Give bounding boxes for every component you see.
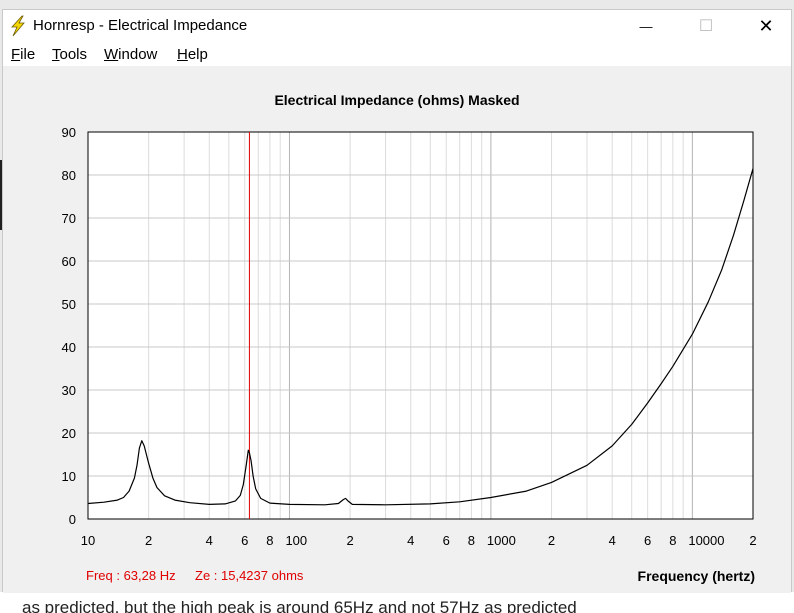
x-tick-label: 4 (609, 533, 616, 548)
y-tick-label: 0 (69, 512, 76, 527)
close-button[interactable]: ✕ (743, 10, 789, 42)
impedance-readout: Ze : 15,4237 ohms (195, 568, 304, 583)
menu-help[interactable]: Help (177, 46, 208, 63)
x-tick-label: 2 (749, 533, 756, 548)
x-tick-label: 8 (669, 533, 676, 548)
impedance-plot[interactable]: 0 10 20 30 40 50 60 70 80 90 10 2 4 6 8 100 2 4 6 8 1000 2 4 6 8… (3, 66, 791, 593)
x-tick-label: 2 (548, 533, 555, 548)
y-tick-label: 30 (62, 383, 76, 398)
y-tick-label: 70 (62, 211, 76, 226)
y-tick-label: 60 (62, 254, 76, 269)
x-tick-label: 4 (206, 533, 213, 548)
x-tick-label: 1000 (487, 533, 516, 548)
x-tick-label: 6 (241, 533, 248, 548)
chart-area[interactable]: Electrical Impedance (ohms) Masked 0 10 20… (3, 66, 791, 593)
impedance-window: Hornresp - Electrical Impedance — ☐ ✕ Fi… (2, 9, 792, 593)
x-tick-label: 2 (145, 533, 152, 548)
background-document: as predicted, but the high peak is aroun… (0, 592, 794, 613)
frequency-readout: Freq : 63,28 Hz (86, 568, 176, 583)
x-tick-label: 6 (644, 533, 651, 548)
x-tick-label: 8 (266, 533, 273, 548)
window-title: Hornresp - Electrical Impedance (33, 17, 248, 34)
x-axis-title: Frequency (hertz) (637, 568, 755, 584)
maximize-icon: ☐ (698, 18, 714, 35)
lightning-bolt-icon (11, 15, 25, 37)
menu-window[interactable]: Window (104, 46, 158, 63)
y-tick-label: 40 (62, 340, 76, 355)
x-tick-label: 8 (468, 533, 475, 548)
x-tick-label: 6 (443, 533, 450, 548)
x-tick-label: 100 (285, 533, 307, 548)
plot-frame (87, 131, 754, 520)
x-tick-label: 10 (81, 533, 95, 548)
y-tick-label: 20 (62, 426, 76, 441)
minimize-icon: — (639, 18, 653, 34)
close-icon: ✕ (758, 15, 774, 36)
y-tick-label: 10 (62, 469, 76, 484)
menu-file[interactable]: File (11, 46, 36, 63)
minimize-button[interactable]: — (623, 10, 669, 42)
y-tick-label: 50 (62, 297, 76, 312)
title-bar[interactable]: Hornresp - Electrical Impedance — ☐ ✕ (3, 10, 791, 42)
plot-background (88, 132, 753, 519)
x-tick-label: 4 (407, 533, 414, 548)
menu-bar: File Tools Window Help (3, 42, 791, 66)
menu-tools[interactable]: Tools (52, 46, 88, 63)
x-tick-label: 10000 (688, 533, 724, 548)
y-tick-label: 90 (62, 125, 76, 140)
y-tick-label: 80 (62, 168, 76, 183)
impedance-curve (87, 168, 754, 506)
maximize-button[interactable]: ☐ (683, 10, 729, 42)
x-tick-label: 2 (346, 533, 353, 548)
chart-title: Electrical Impedance (ohms) Masked (274, 92, 520, 108)
background-document-text: as predicted, but the high peak is aroun… (22, 598, 577, 613)
